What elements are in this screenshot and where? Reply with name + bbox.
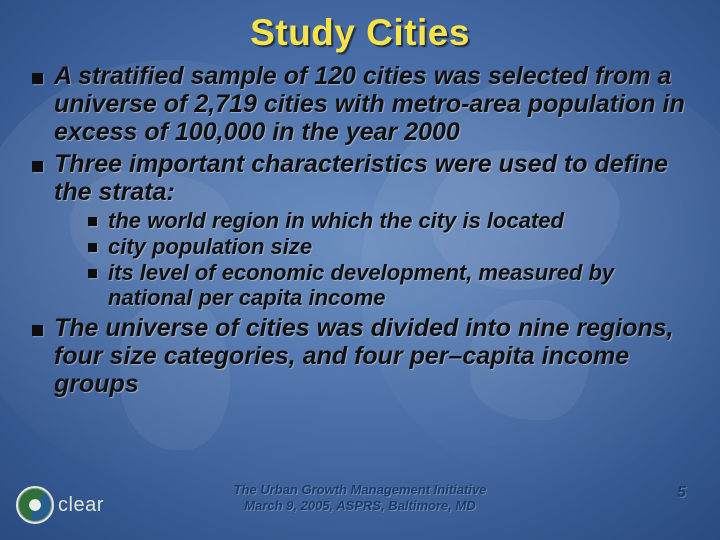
footer: clear The Urban Growth Management Initia… xyxy=(0,482,720,532)
footer-text: The Urban Growth Management Initiative M… xyxy=(234,482,487,513)
slide-title: Study Cities xyxy=(26,12,694,54)
logo: clear xyxy=(16,484,126,526)
sub-bullet-item: its level of economic development, measu… xyxy=(88,260,694,310)
sub-bullet-list: the world region in which the city is lo… xyxy=(54,208,694,310)
logo-text: clear xyxy=(58,494,104,517)
page-number: 5 xyxy=(677,484,686,502)
bullet-item: A stratified sample of 120 cities was se… xyxy=(32,62,694,146)
bullet-list: A stratified sample of 120 cities was se… xyxy=(26,62,694,398)
clear-globe-logo-icon xyxy=(16,486,54,524)
slide: Study Cities A stratified sample of 120 … xyxy=(0,0,720,540)
bullet-item: Three important characteristics were use… xyxy=(32,150,694,310)
footer-line-1: The Urban Growth Management Initiative xyxy=(234,482,487,498)
sub-bullet-item: city population size xyxy=(88,234,694,259)
sub-bullet-item: the world region in which the city is lo… xyxy=(88,208,694,233)
bullet-text: Three important characteristics were use… xyxy=(54,150,668,206)
bullet-item: The universe of cities was divided into … xyxy=(32,314,694,398)
footer-line-2: March 9, 2005, ASPRS, Baltimore, MD xyxy=(234,498,487,514)
